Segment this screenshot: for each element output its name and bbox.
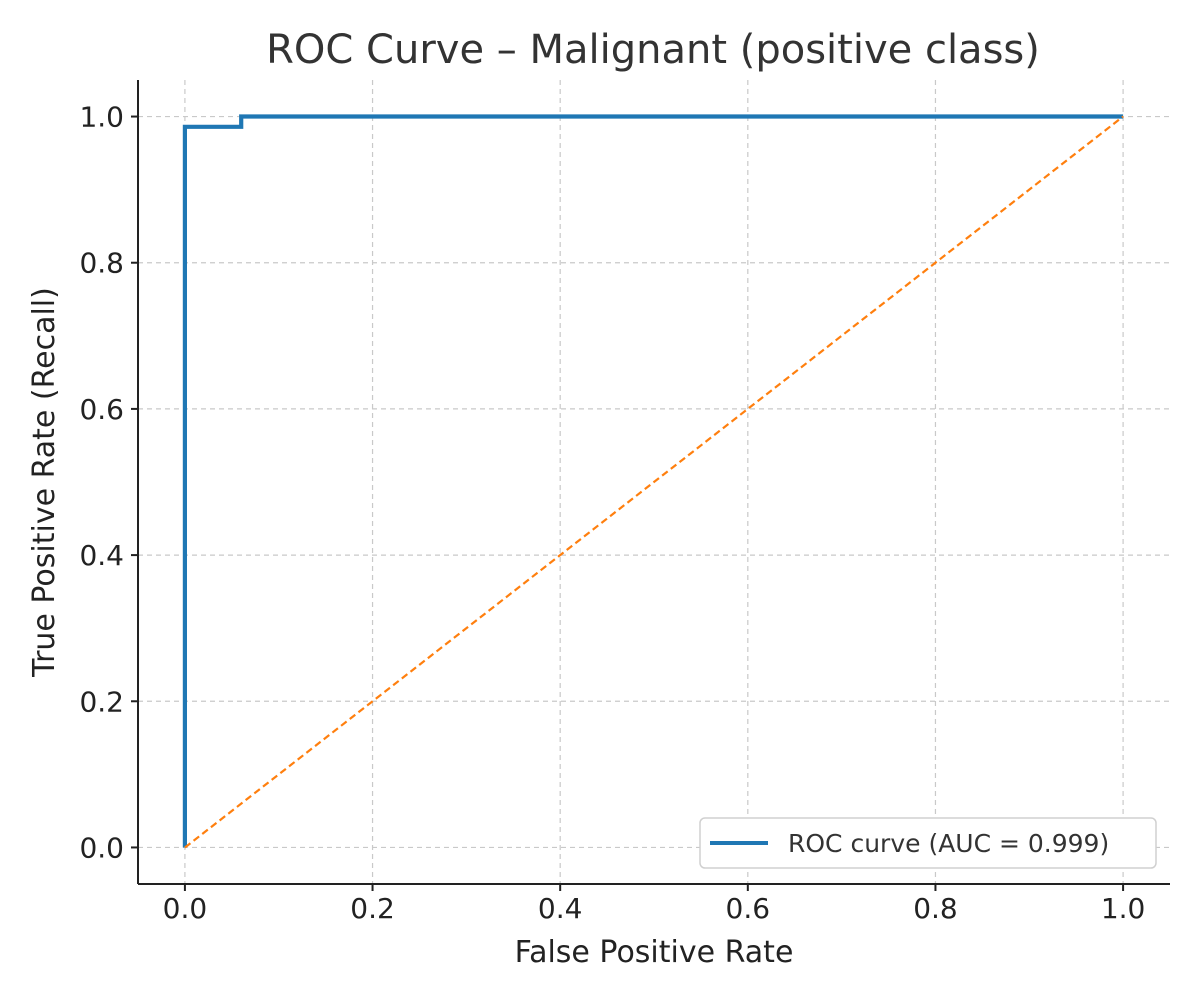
ticks: 0.0 0.2 0.4 0.6 0.8 1.0 0.0 0.2 0.4 0.6 0.8 1.0 [79,101,1145,925]
x-tick-label: 0.0 [163,892,208,925]
y-axis-label: True Positive Rate (Recall) [27,287,62,678]
legend-box [699,817,1157,869]
chart-title: ROC Curve – Malignant (positive class) [266,27,1040,73]
chance-diagonal-line [184,115,1124,849]
grid [138,80,1170,884]
series-layer [182,114,1124,849]
roc-curve-line [182,114,1124,848]
y-tick-label: 0.4 [79,539,124,572]
x-tick-label: 1.0 [1101,892,1146,925]
x-tick-label: 0.2 [350,892,395,925]
y-tick-label: 0.0 [79,831,124,864]
y-tick-label: 0.2 [79,685,124,718]
y-tick-label: 1.0 [79,101,124,134]
legend-label-roc: ROC curve (AUC = 0.999) [788,829,1109,858]
x-tick-label: 0.6 [726,892,771,925]
y-tick-label: 0.6 [79,393,124,426]
x-tick-label: 0.4 [538,892,583,925]
x-tick-label: 0.8 [913,892,958,925]
y-tick-label: 0.8 [79,247,124,280]
legend: ROC curve (AUC = 0.999) [699,817,1157,869]
x-axis-label: False Positive Rate [515,935,794,970]
